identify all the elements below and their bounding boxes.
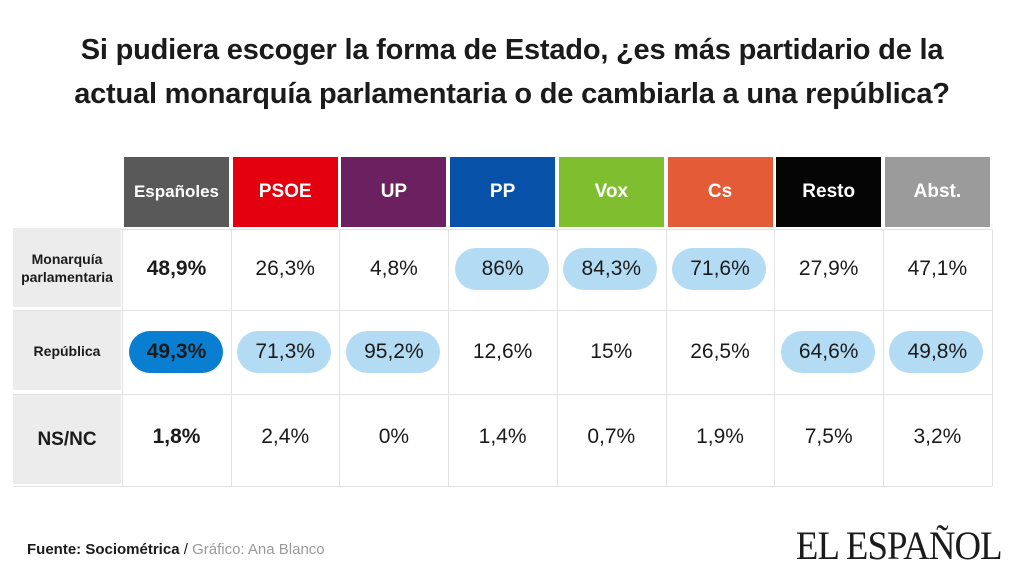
title-line-1: Si pudiera escoger la forma de Estado, ¿…: [80, 34, 944, 66]
grid-hline: [13, 229, 992, 230]
value-cell: 71,3%: [255, 340, 315, 363]
value-cell: 1,4%: [478, 425, 527, 448]
grid-hline: [13, 310, 992, 311]
value-cell: 49,3%: [146, 340, 207, 363]
column-header-5: Vox: [558, 157, 664, 227]
highlight-pill: [237, 331, 332, 373]
value-cell: 27,9%: [798, 257, 859, 280]
value-cell: 48,9%: [146, 257, 207, 280]
highlight-pill: [563, 248, 658, 290]
grid-vline: [774, 229, 775, 486]
highlight-pill: [780, 331, 875, 373]
grid-vline: [339, 229, 340, 486]
footer: Fuente: Sociométrica / Gráfico: Ana Blan…: [27, 541, 325, 558]
highlight-pill: [454, 248, 549, 290]
value-cell: 0,7%: [587, 425, 636, 448]
row-label-line: parlamentaria: [21, 268, 113, 285]
value-cell: 15%: [590, 340, 633, 363]
column-header-8: Abst.: [884, 157, 990, 227]
row-label-line: NS/NC: [37, 428, 97, 450]
value-cell: 86%: [481, 257, 524, 280]
value-cell: 26,5%: [690, 340, 750, 363]
value-cell: 3,2%: [913, 425, 962, 448]
column-header-4: PP: [450, 157, 556, 227]
value-cell: 1,8%: [152, 425, 201, 448]
highlight-pill: [889, 331, 984, 373]
value-cell: 84,3%: [581, 257, 642, 280]
title-line-2: actual monarquía parlamentaria o de camb…: [74, 78, 950, 110]
value-cell: 12,6%: [472, 340, 533, 363]
highlight-pill: [128, 331, 223, 373]
row-label-3: NS/NC: [13, 395, 121, 484]
column-header-1: Españoles: [124, 157, 229, 227]
row-label-2: República: [13, 311, 121, 390]
grid-hline: [13, 394, 992, 395]
row-label-line: República: [33, 342, 101, 359]
column-header-2: PSOE: [232, 157, 338, 227]
value-cell: 49,8%: [907, 340, 968, 363]
highlight-pill: [672, 248, 766, 290]
grid-hline: [13, 486, 992, 487]
source-label: Fuente: Sociométrica: [27, 541, 180, 558]
highlight-pill: [345, 331, 440, 373]
value-cell: 47,1%: [907, 257, 968, 280]
value-cell: 7,5%: [804, 425, 853, 448]
row-label-1: Monarquía parlamentaria: [13, 228, 121, 307]
row-label-line: Monarquía: [31, 250, 103, 267]
column-header-6: Cs: [667, 157, 773, 227]
chart-title: Si pudiera escoger la forma de Estado, ¿…: [0, 28, 1024, 116]
value-cell: 0%: [378, 425, 410, 448]
column-header-3: UP: [341, 157, 447, 227]
el-espanol-logo: EL ESPAÑOL: [796, 523, 1003, 568]
value-cell: 26,3%: [255, 257, 315, 280]
footer-separator: /: [179, 541, 193, 558]
grid-vline: [122, 229, 123, 486]
grid-vline: [992, 229, 993, 486]
grid-vline: [231, 229, 232, 486]
column-header-7: Resto: [776, 157, 882, 227]
grid-vline: [557, 229, 558, 486]
value-cell: 71,6%: [690, 257, 750, 280]
value-cell: 95,2%: [364, 340, 424, 363]
value-cell: 1,9%: [696, 425, 744, 448]
grid-vline: [883, 229, 884, 486]
value-cell: 64,6%: [798, 340, 859, 363]
value-cell: 4,8%: [369, 257, 418, 280]
grid-vline: [448, 229, 449, 486]
credit-label: Gráfico: Ana Blanco: [192, 541, 325, 558]
grid-vline: [666, 229, 667, 486]
value-cell: 2,4%: [261, 425, 310, 448]
